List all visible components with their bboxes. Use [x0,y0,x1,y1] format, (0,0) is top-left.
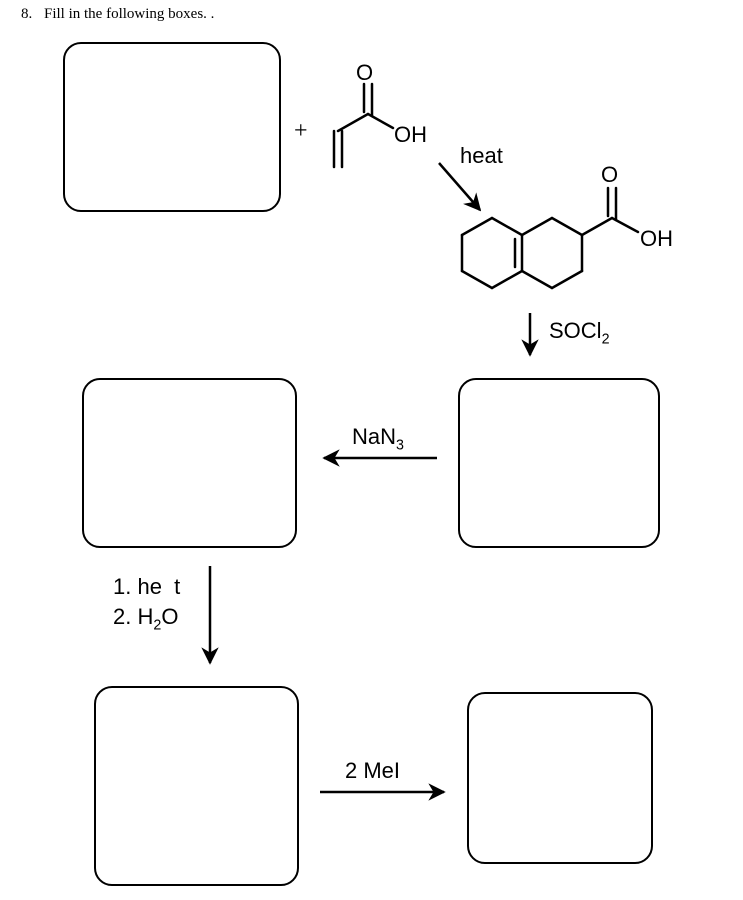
arrow-heat [439,163,480,210]
acrylic-OH: OH [394,122,427,148]
answer-box-1 [63,42,281,212]
answer-box-3 [82,378,297,548]
label-nan3: NaN3 [352,424,404,453]
answer-box-2 [458,378,660,548]
question-text: Fill in the following boxes. . [44,6,214,23]
product-OH: OH [640,226,673,252]
acrylic-O: O [356,60,373,86]
answer-box-5 [467,692,653,864]
label-heat: heat [460,143,503,169]
plus-sign: + [294,118,308,145]
product-O: O [601,162,618,188]
answer-box-4 [94,686,299,886]
structure-acrylic-acid [334,84,393,167]
question-number: 8. [21,6,32,23]
structure-product [462,188,638,288]
label-socl2: SOCl2 [549,318,610,347]
label-2mei: 2 MeI [345,758,400,784]
label-heat-h2o: 1. he t2. H2O [113,572,180,635]
